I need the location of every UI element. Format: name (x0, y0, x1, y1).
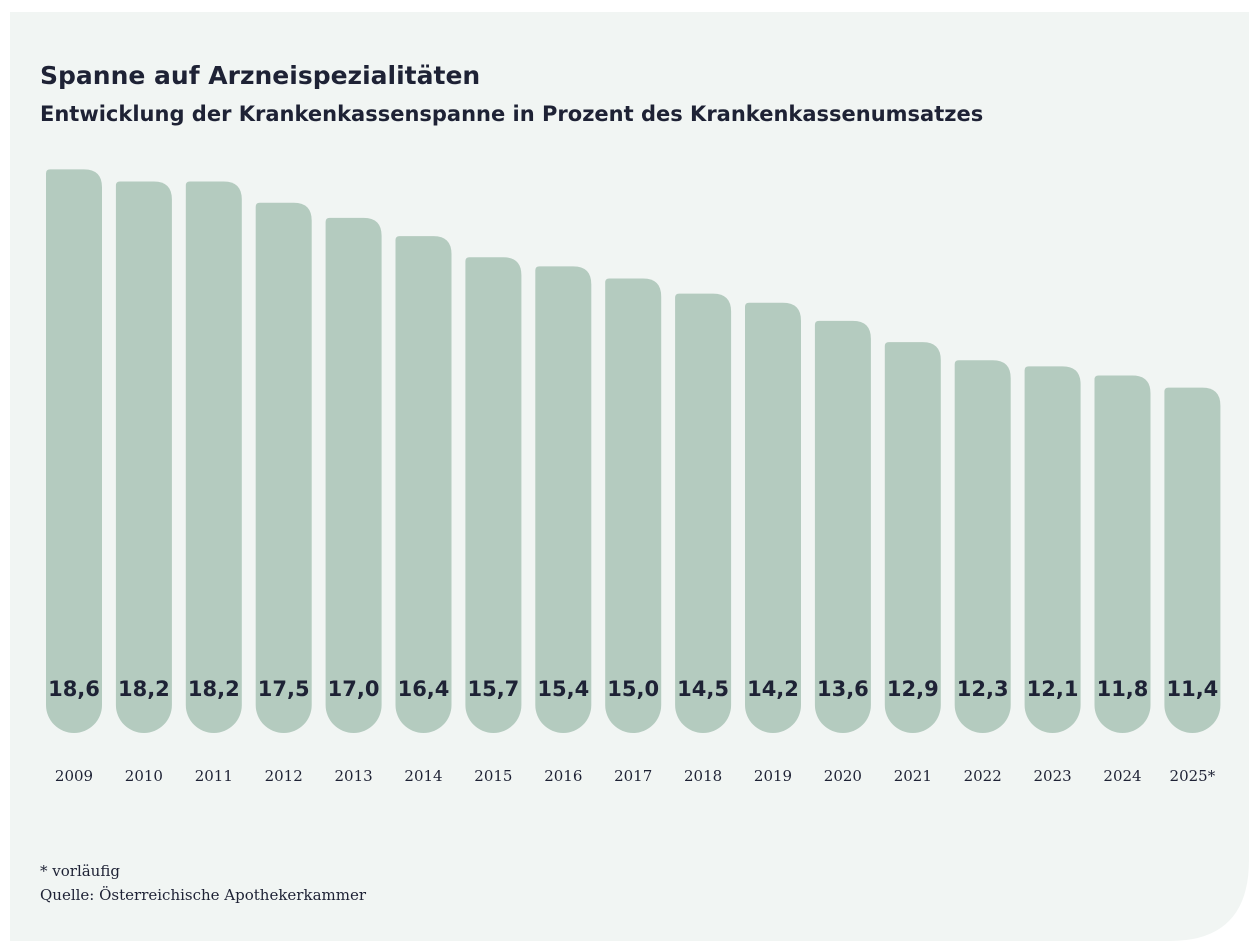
value-label: 14,2 (747, 677, 799, 701)
source: Quelle: Österreichische Apothekerkammer (40, 886, 367, 904)
bar (954, 360, 1011, 733)
x-tick-label: 2025* (1170, 767, 1216, 785)
value-label: 15,7 (467, 677, 519, 701)
x-tick-label: 2019 (754, 767, 792, 785)
footnote: * vorläufig (40, 862, 120, 880)
bar (325, 217, 382, 733)
value-label: 18,2 (118, 677, 170, 701)
value-label: 12,3 (957, 677, 1009, 701)
value-label: 15,4 (537, 677, 589, 701)
x-tick-label: 2022 (964, 767, 1002, 785)
value-label: 14,5 (677, 677, 729, 701)
x-tick-label: 2014 (404, 767, 442, 785)
x-tick-label: 2009 (55, 767, 93, 785)
bar (1094, 375, 1151, 733)
x-tick-label: 2010 (125, 767, 163, 785)
bar (46, 169, 102, 734)
x-tick-label: 2013 (335, 767, 373, 785)
x-tick-label: 2017 (614, 767, 652, 785)
value-label: 11,4 (1166, 677, 1218, 701)
value-label: 17,5 (258, 677, 310, 701)
value-label: 15,0 (607, 677, 659, 701)
bar (465, 257, 522, 734)
x-tick-label: 2024 (1103, 767, 1141, 785)
value-label: 13,6 (817, 677, 869, 701)
x-tick-label: 2015 (474, 767, 512, 785)
bar (1164, 387, 1221, 733)
bar (675, 293, 732, 733)
value-label: 18,2 (188, 677, 240, 701)
value-label: 11,8 (1097, 677, 1149, 701)
x-tick-label: 2016 (544, 767, 582, 785)
value-label: 17,0 (328, 677, 380, 701)
value-label: 16,4 (398, 677, 450, 701)
x-tick-label: 2018 (684, 767, 722, 785)
chart-title: Spanne auf Arzneispezialitäten (40, 61, 480, 90)
chart-subtitle: Entwicklung der Krankenkassenspanne in P… (40, 102, 983, 126)
bar (814, 320, 871, 733)
x-tick-label: 2020 (824, 767, 862, 785)
bar (884, 342, 941, 733)
bar (185, 181, 242, 734)
bar (115, 181, 172, 733)
x-tick-label: 2011 (195, 767, 233, 785)
x-tick-label: 2012 (265, 767, 303, 785)
value-label: 12,1 (1027, 677, 1079, 701)
bar (605, 278, 662, 733)
x-tick-label: 2023 (1034, 767, 1072, 785)
bar (1024, 366, 1081, 733)
x-tick-label: 2021 (894, 767, 932, 785)
bar (395, 236, 452, 733)
bar (255, 202, 312, 733)
value-label: 12,9 (887, 677, 939, 701)
value-label: 18,6 (48, 677, 100, 701)
bar (745, 302, 801, 733)
bar (535, 266, 592, 733)
